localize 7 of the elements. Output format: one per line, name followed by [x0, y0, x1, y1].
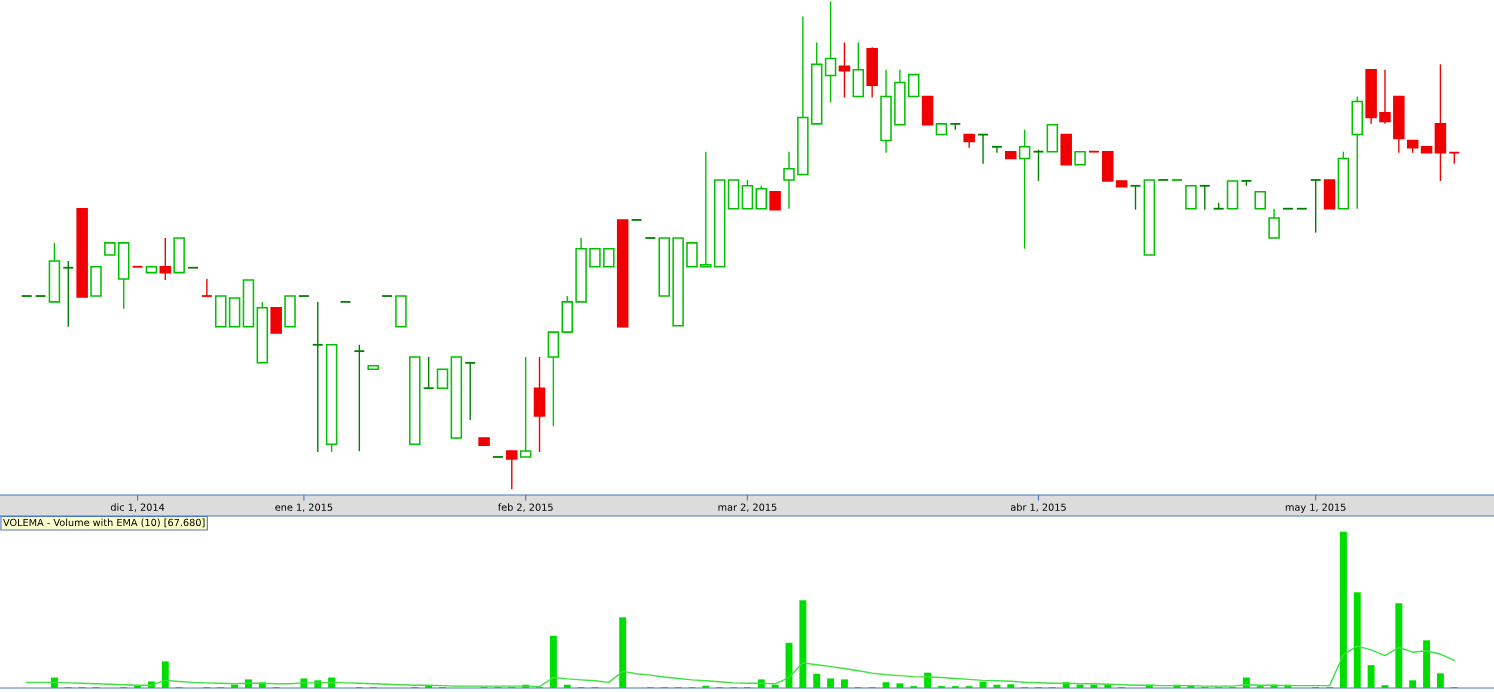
x-tick-label: dic 1, 2014	[110, 503, 165, 512]
x-tick-label: ene 1, 2015	[275, 503, 333, 512]
x-tick-label: feb 2, 2015	[498, 503, 553, 512]
chart-title: VOLEMA - Volume with EMA (10) [67.680]	[3, 518, 205, 528]
x-tick-label: may 1, 2015	[1285, 503, 1346, 513]
x-tick-label: mar 2, 2015	[718, 503, 777, 512]
x-tick-label: abr 1, 2015	[1010, 503, 1066, 512]
